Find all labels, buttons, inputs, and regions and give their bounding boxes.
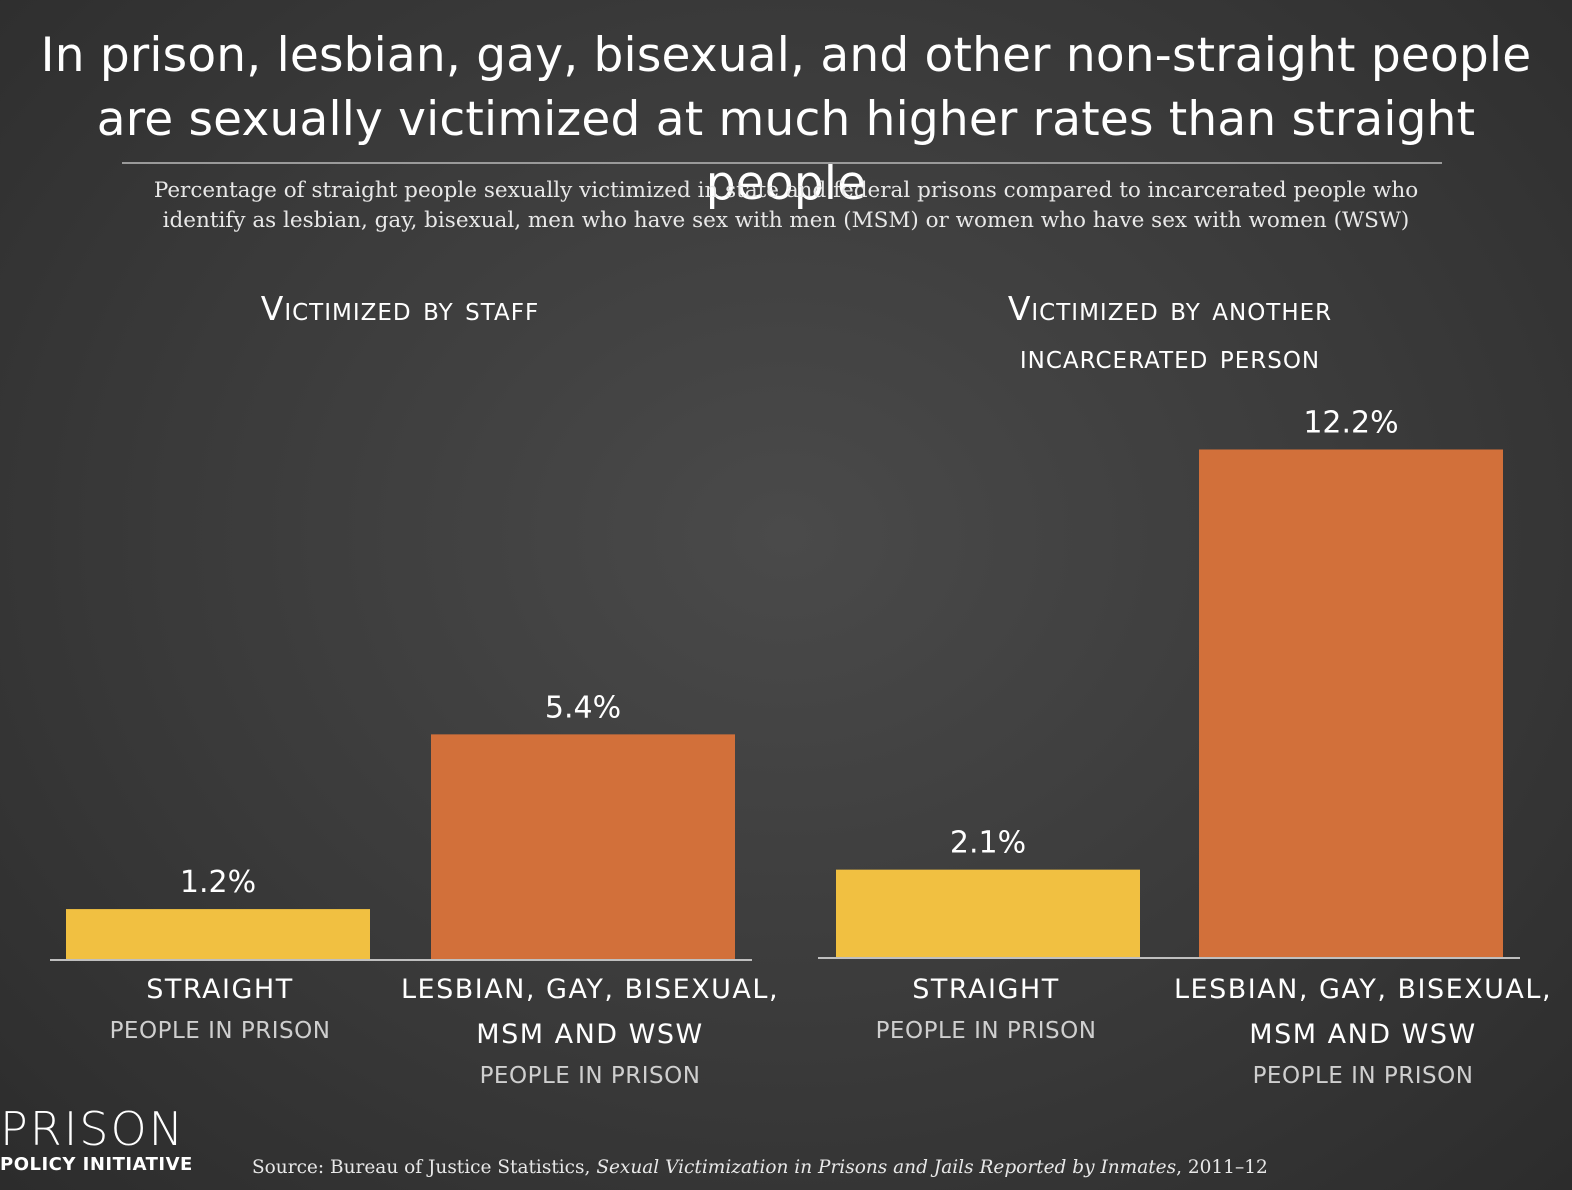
logo-wordmark-prison: PRISON — [0, 1102, 186, 1156]
bar-straight-incarcerated — [836, 869, 1140, 957]
category-main-lgb-incarcerated-line-2: MSM AND WSW — [1249, 1019, 1477, 1050]
logo-wordmark-policy-initiative: POLICY INITIATIVE — [0, 1154, 193, 1175]
prison-policy-initiative-logo: PRISON POLICY INITIATIVE — [0, 1104, 200, 1176]
value-label-lgb-staff: 5.4% — [545, 690, 621, 725]
bar-lgb-incarcerated — [1199, 449, 1503, 957]
category-main-lgb-staff-line-2: MSM AND WSW — [476, 1019, 704, 1050]
category-main-lgb-staff-line-1: LESBIAN, GAY, BISEXUAL, — [400, 974, 780, 1005]
category-sub-straight-staff: PEOPLE IN PRISON — [109, 1018, 331, 1044]
value-label-straight-staff: 1.2% — [180, 865, 256, 900]
panel-heading-incarcerated: Victimized by another incarcerated perso… — [870, 285, 1470, 381]
category-label-straight-incarcerated: STRAIGHT PEOPLE IN PRISON — [836, 967, 1136, 1050]
value-label-straight-incarcerated: 2.1% — [950, 826, 1026, 861]
category-main-straight-staff: STRAIGHT — [146, 974, 294, 1005]
bar-straight-staff — [66, 909, 370, 959]
source-suffix: , 2011–12 — [1176, 1157, 1268, 1178]
source-title: Sexual Victimization in Prisons and Jail… — [596, 1157, 1177, 1178]
title-line-1: In prison, lesbian, gay, bisexual, and o… — [40, 28, 1532, 83]
title-divider — [122, 162, 1442, 164]
panel-heading-incarcerated-line-1: Victimized by another — [1007, 289, 1333, 328]
subtitle-line-1: Percentage of straight people sexually v… — [153, 178, 1419, 203]
panel-heading-staff-text: Victimized by staff — [260, 289, 540, 328]
subtitle-line-2: identify as lesbian, gay, bisexual, men … — [162, 208, 1410, 233]
source-prefix: Source: Bureau of Justice Statistics, — [252, 1157, 597, 1178]
source-note: Source: Bureau of Justice Statistics, Se… — [252, 1153, 1452, 1183]
panel-heading-incarcerated-line-2: incarcerated person — [1019, 337, 1321, 376]
chart-title: In prison, lesbian, gay, bisexual, and o… — [40, 24, 1532, 216]
title-line-2: are sexually victimized at much higher r… — [96, 92, 1476, 211]
category-label-straight-staff: STRAIGHT PEOPLE IN PRISON — [70, 967, 370, 1050]
category-label-lgb-staff: LESBIAN, GAY, BISEXUAL, MSM AND WSW PEOP… — [390, 967, 790, 1095]
category-sub-lgb-incarcerated: PEOPLE IN PRISON — [1252, 1063, 1474, 1089]
category-main-straight-incarcerated: STRAIGHT — [912, 974, 1060, 1005]
bar-lgb-staff — [431, 734, 735, 959]
category-sub-straight-incarcerated: PEOPLE IN PRISON — [875, 1018, 1097, 1044]
panel-heading-staff: Victimized by staff — [100, 285, 700, 333]
category-label-lgb-incarcerated: LESBIAN, GAY, BISEXUAL, MSM AND WSW PEOP… — [1162, 967, 1564, 1095]
chart-subtitle: Percentage of straight people sexually v… — [100, 176, 1472, 236]
category-sub-lgb-staff: PEOPLE IN PRISON — [479, 1063, 701, 1089]
category-main-lgb-incarcerated-line-1: LESBIAN, GAY, BISEXUAL, — [1173, 974, 1553, 1005]
value-label-lgb-incarcerated: 12.2% — [1303, 405, 1398, 440]
